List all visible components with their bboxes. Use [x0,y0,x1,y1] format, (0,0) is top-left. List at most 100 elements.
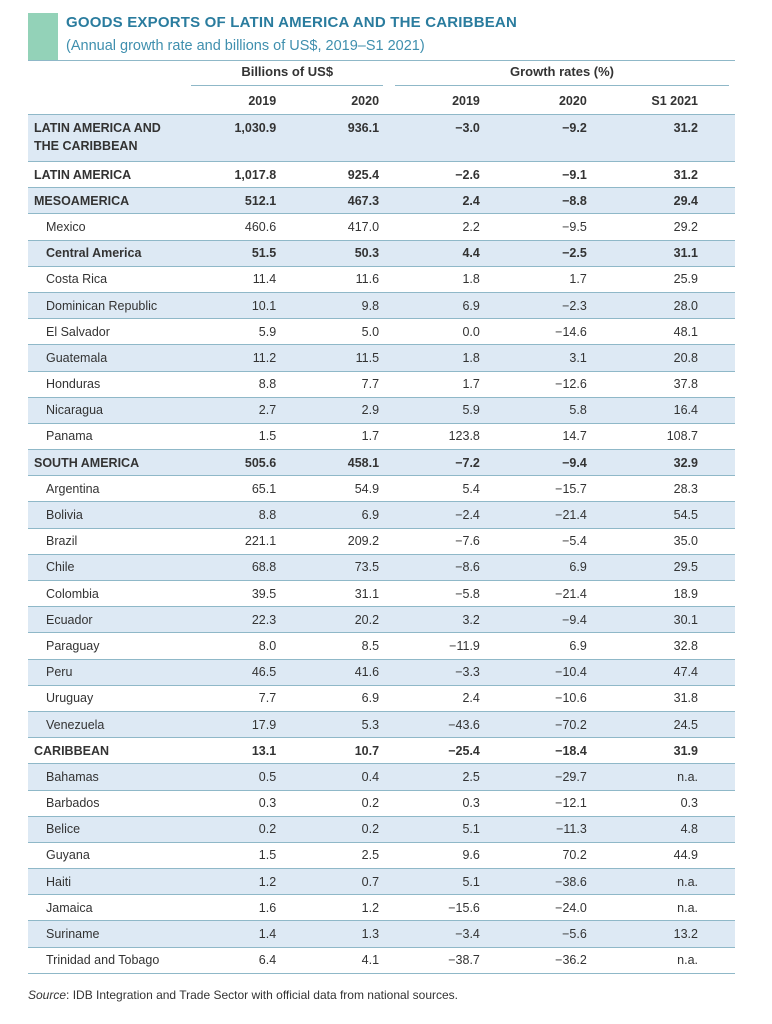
cell-value: 31.1 [596,240,735,267]
cell-value: 925.4 [286,161,390,189]
table-row: Panama 1.5 1.7 123.8 14.7 108.7 [28,423,735,451]
cell-value: 1,017.8 [185,161,287,189]
row-label: Guatemala [28,344,186,372]
cell-value: −3.0 [389,114,490,162]
cell-value: −25.4 [389,737,490,765]
cell-value: 2.5 [389,763,490,791]
row-label: SOUTH AMERICA [28,449,186,477]
cell-value: 13.2 [596,920,735,948]
cell-value: −9.4 [489,606,597,634]
cell-value: 13.1 [185,737,287,765]
table-row: Peru 46.5 41.6 −3.3 −10.4 47.4 [28,659,735,686]
cell-value: 5.8 [489,397,597,424]
row-label: Jamaica [28,894,186,922]
cell-value: 30.1 [596,606,735,634]
cell-value: 0.4 [286,763,390,791]
cell-value: −15.6 [389,894,490,922]
cell-value: 5.3 [286,711,390,739]
cell-value: 20.8 [596,344,735,372]
cell-value: −2.5 [489,240,597,267]
cell-value: −5.4 [489,528,597,555]
cell-value: 73.5 [286,554,390,582]
cell-value: n.a. [596,947,735,974]
cell-value: 31.1 [286,580,390,608]
cell-value: 68.8 [185,554,287,582]
cell-value: −2.6 [389,161,490,189]
cell-value: 0.3 [185,790,287,817]
cell-value: 6.4 [185,947,287,974]
row-label: Panama [28,423,186,451]
table-row: Bolivia 8.8 6.9 −2.4 −21.4 54.5 [28,501,735,529]
cell-value: n.a. [596,763,735,791]
cell-value: 65.1 [185,475,287,503]
cell-value: 2.5 [286,842,390,870]
cell-value: −21.4 [489,501,597,529]
table-row: Brazil 221.1 209.2 −7.6 −5.4 35.0 [28,528,735,555]
cell-value: −10.4 [489,659,597,686]
cell-value: 123.8 [389,423,490,451]
cell-value: −8.6 [389,554,490,582]
row-label: Paraguay [28,632,186,660]
table-row: Jamaica 1.6 1.2 −15.6 −24.0 n.a. [28,894,735,922]
table-row: Suriname 1.4 1.3 −3.4 −5.6 13.2 [28,920,735,948]
table-row: Honduras 8.8 7.7 1.7 −12.6 37.8 [28,371,735,398]
row-label: Guyana [28,842,186,870]
cell-value: 6.9 [286,501,390,529]
cell-value: 48.1 [596,318,735,346]
cell-value: −38.6 [489,868,597,896]
table-row: Argentina 65.1 54.9 5.4 −15.7 28.3 [28,475,735,503]
col-header: 2019 [389,88,490,115]
group-header-billions: Billions of US$ [185,62,389,88]
cell-value: 1.2 [286,894,390,922]
cell-value: −12.1 [489,790,597,817]
cell-value: 0.7 [286,868,390,896]
table-row: MESOAMERICA 512.1 467.3 2.4 −8.8 29.4 [28,187,735,215]
cell-value: −18.4 [489,737,597,765]
cell-value: −8.8 [489,187,597,215]
row-label: MESOAMERICA [28,187,186,215]
stub-header [28,62,185,88]
cell-value: 5.0 [286,318,390,346]
cell-value: 1.3 [286,920,390,948]
table-row: Paraguay 8.0 8.5 −11.9 6.9 32.8 [28,632,735,660]
cell-value: 458.1 [286,449,390,477]
cell-value: 11.5 [286,344,390,372]
cell-value: 417.0 [286,213,390,241]
table-row: Central America 51.5 50.3 4.4 −2.5 31.1 [28,240,735,267]
cell-value: 9.6 [389,842,490,870]
cell-value: 512.1 [185,187,287,215]
cell-value: −9.4 [489,449,597,477]
col-header: S1 2021 [596,88,735,115]
cell-value: 35.0 [596,528,735,555]
cell-value: −3.3 [389,659,490,686]
cell-value: 4.8 [596,816,735,843]
cell-value: 46.5 [185,659,287,686]
cell-value: 11.2 [185,344,287,372]
cell-value: 1.5 [185,842,287,870]
row-label: Bahamas [28,763,186,791]
cell-value: −10.6 [489,685,597,712]
source-label: Source [28,988,67,1002]
table-row: Colombia 39.5 31.1 −5.8 −21.4 18.9 [28,580,735,608]
cell-value: −21.4 [489,580,597,608]
row-label: LATIN AMERICA AND THE CARIBBEAN [28,114,186,162]
cell-value: 6.9 [489,554,597,582]
cell-value: −43.6 [389,711,490,739]
cell-value: 936.1 [286,114,390,162]
cell-value: 2.4 [389,685,490,712]
cell-value: 47.4 [596,659,735,686]
table-row: Trinidad and Tobago 6.4 4.1 −38.7 −36.2 n.a. [28,947,735,974]
cell-value: −15.7 [489,475,597,503]
cell-value: n.a. [596,868,735,896]
col-header: 2020 [489,88,597,115]
cell-value: 7.7 [185,685,287,712]
table-row: El Salvador 5.9 5.0 0.0 −14.6 48.1 [28,318,735,346]
cell-value: 17.9 [185,711,287,739]
cell-value: 11.4 [185,266,287,293]
cell-value: −2.3 [489,292,597,320]
cell-value: 8.0 [185,632,287,660]
row-label: Argentina [28,475,186,503]
cell-value: −2.4 [389,501,490,529]
cell-value: 9.8 [286,292,390,320]
cell-value: −36.2 [489,947,597,974]
